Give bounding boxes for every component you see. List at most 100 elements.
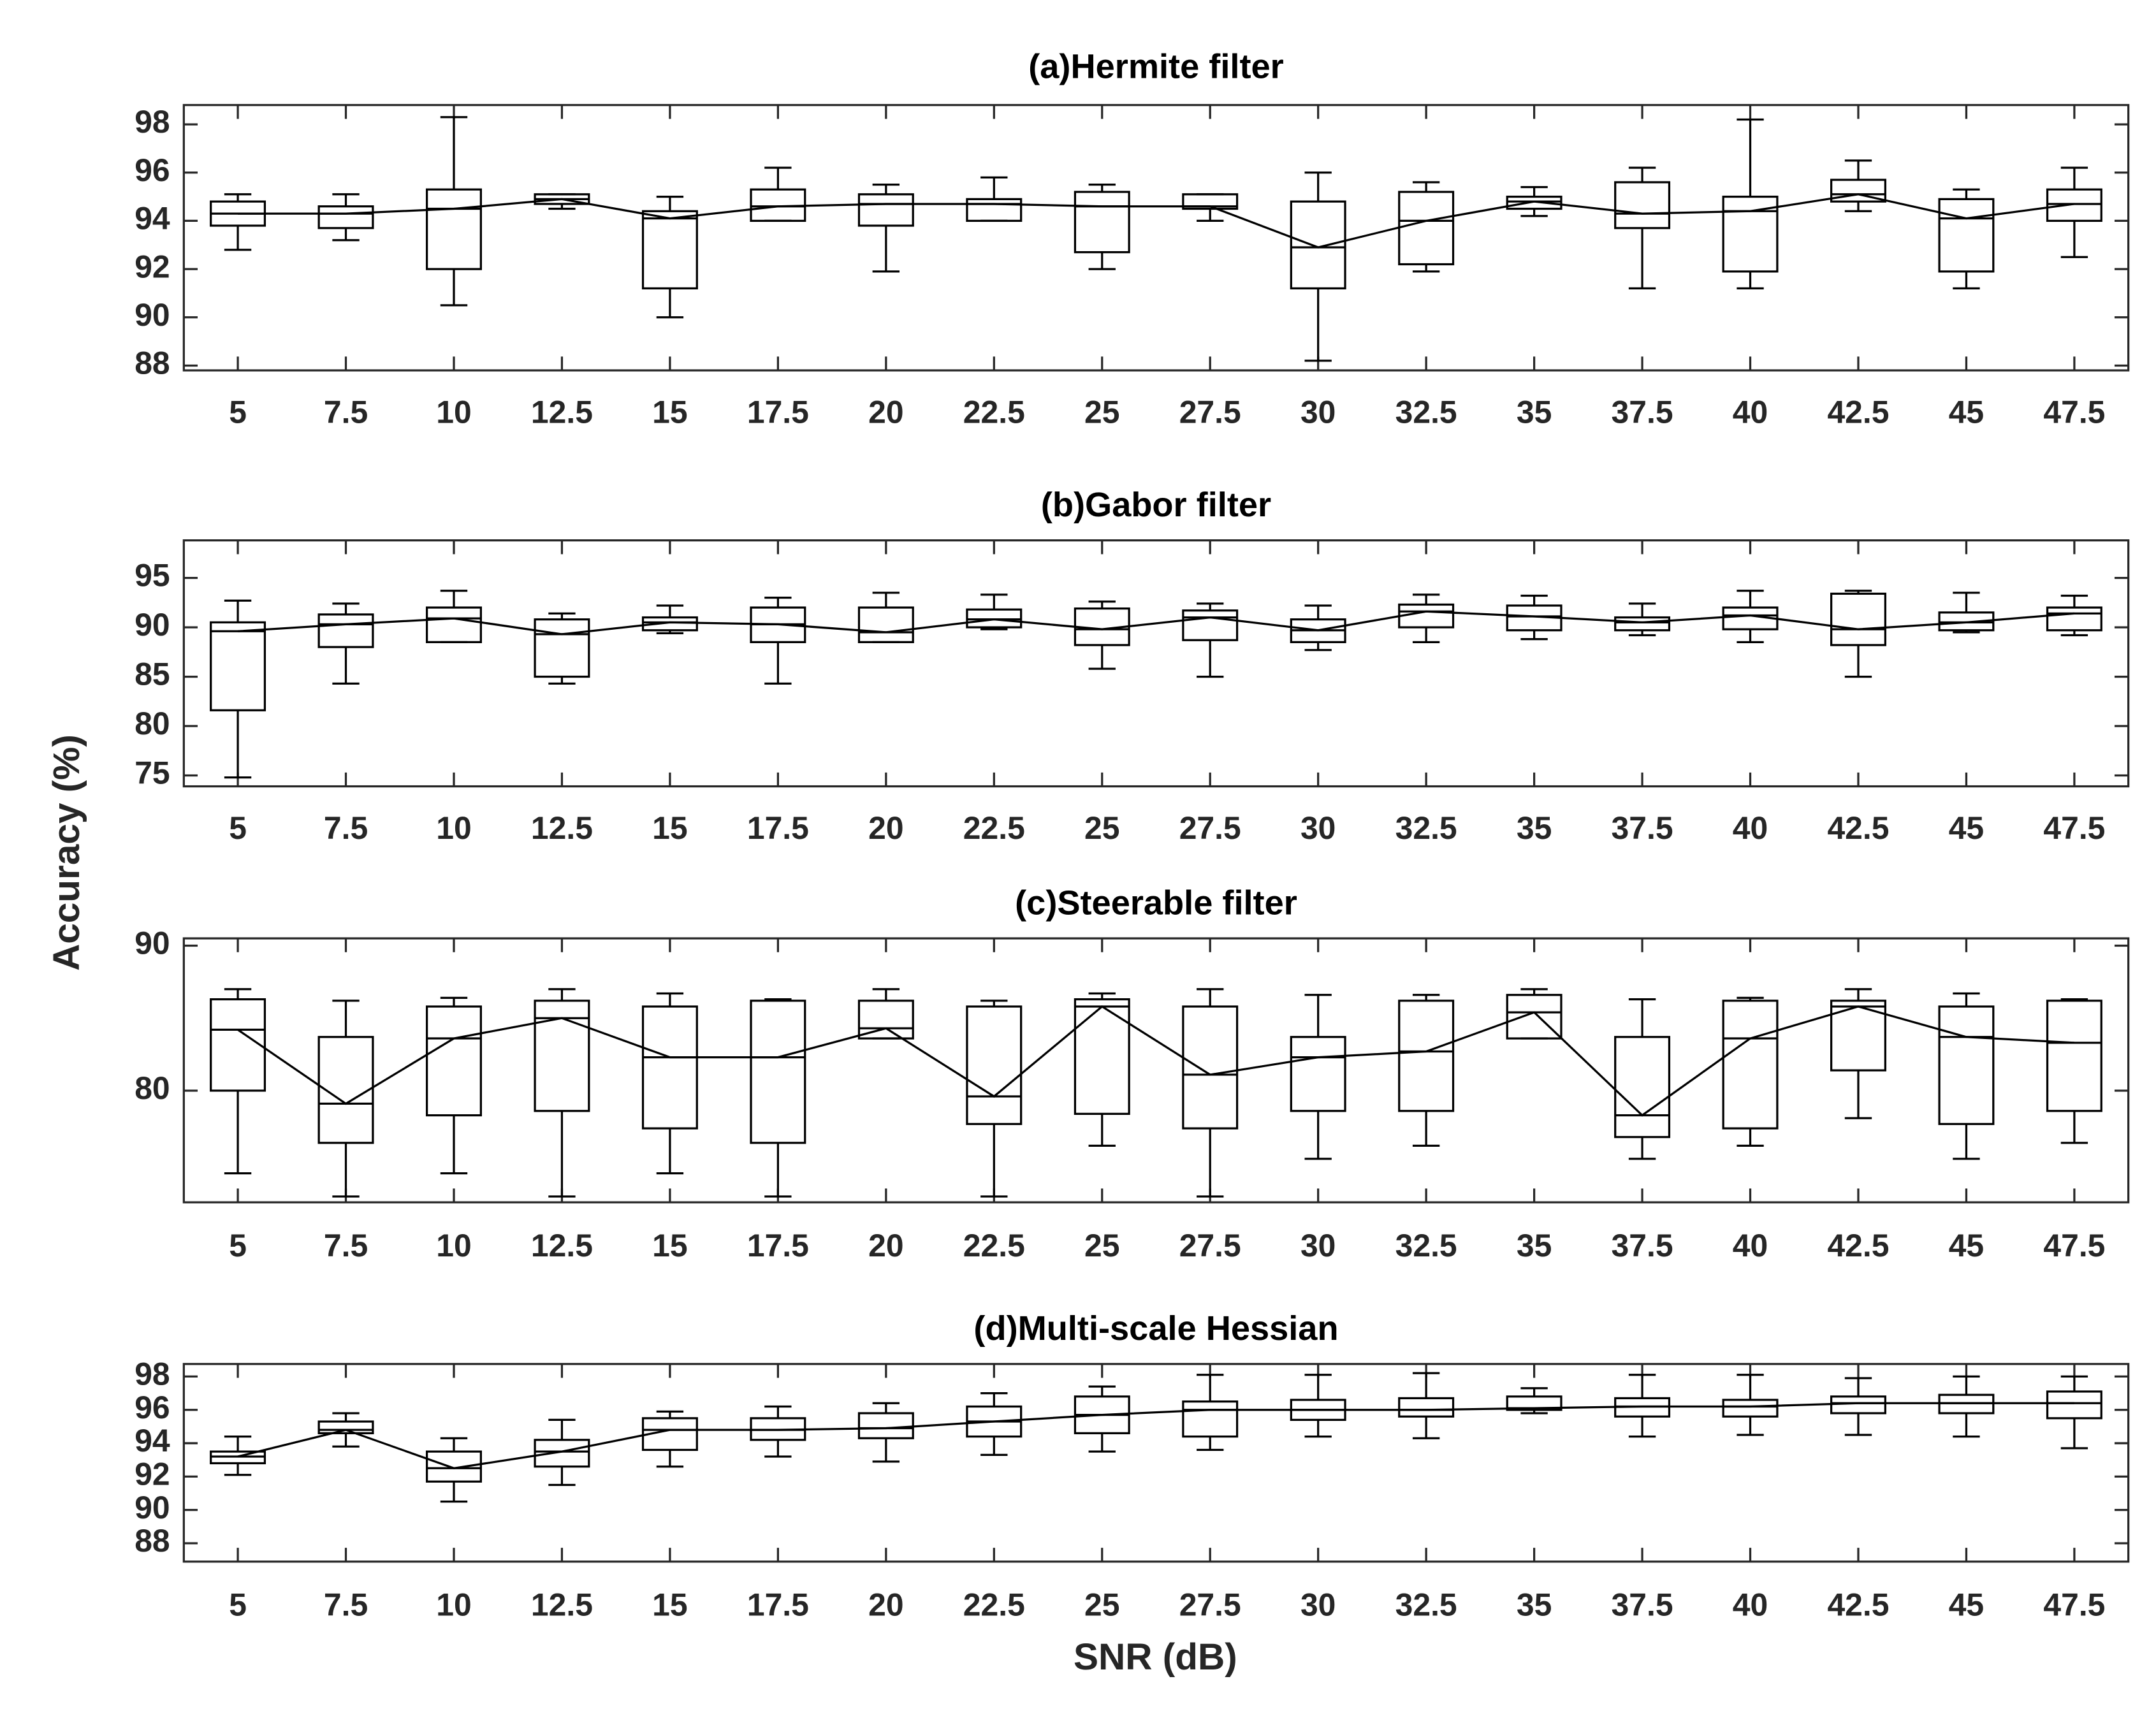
x-tick-label: 10 [436, 1228, 471, 1263]
x-axis-label: SNR (dB) [1074, 1636, 1237, 1678]
x-tick-label: 5 [229, 1228, 247, 1263]
box [1398, 1000, 1455, 1112]
x-tick-label: 37.5 [1612, 1228, 1673, 1263]
x-tick-label: 35 [1517, 810, 1552, 846]
x-tick-label: 32.5 [1395, 1228, 1457, 1263]
box [1506, 994, 1562, 1040]
x-tick-label: 40 [1733, 1587, 1768, 1623]
box [210, 998, 266, 1092]
x-tick-label: 30 [1300, 810, 1336, 846]
box [1830, 592, 1886, 646]
x-tick-label: 17.5 [747, 1228, 809, 1263]
box [1614, 616, 1671, 632]
x-tick-label: 5 [229, 810, 247, 846]
x-tick-label: 10 [436, 810, 471, 846]
x-tick-label: 45 [1949, 1587, 1984, 1623]
x-tick-label: 7.5 [324, 395, 368, 430]
x-tick-label: 22.5 [963, 1228, 1025, 1263]
x-tick-label: 47.5 [2043, 810, 2105, 846]
box [966, 1005, 1023, 1125]
y-tick-label: 90 [135, 1490, 170, 1525]
x-tick-label: 25 [1084, 1228, 1119, 1263]
x-tick-label: 15 [652, 1587, 687, 1623]
x-tick-label: 35 [1517, 1587, 1552, 1623]
y-tick-label: 95 [135, 558, 170, 593]
x-tick-label: 37.5 [1612, 1587, 1673, 1623]
x-tick-label: 25 [1084, 810, 1119, 846]
chart-title: (a)Hermite filter [1028, 48, 1283, 86]
x-tick-label: 15 [652, 810, 687, 846]
x-tick-label: 40 [1733, 810, 1768, 846]
x-tick-label: 22.5 [963, 395, 1025, 430]
y-tick-label: 80 [135, 706, 170, 741]
x-tick-label: 25 [1084, 1587, 1119, 1623]
box [1722, 1399, 1779, 1418]
y-tick-label: 92 [135, 249, 170, 284]
box [317, 1420, 374, 1434]
box [641, 210, 698, 290]
y-tick-label: 90 [135, 607, 170, 643]
x-tick-label: 45 [1949, 395, 1984, 430]
x-tick-label: 37.5 [1612, 810, 1673, 846]
x-tick-label: 47.5 [2043, 1228, 2105, 1263]
x-tick-label: 7.5 [324, 1587, 368, 1623]
x-tick-label: 30 [1300, 1228, 1336, 1263]
x-tick-label: 45 [1949, 1228, 1984, 1263]
box [1074, 998, 1130, 1115]
x-tick-label: 20 [868, 395, 903, 430]
plot-frame [182, 1363, 2130, 1563]
box [1614, 1036, 1671, 1138]
box [750, 1000, 806, 1144]
box [534, 1000, 590, 1112]
x-tick-label: 42.5 [1827, 395, 1889, 430]
x-tick-label: 22.5 [963, 810, 1025, 846]
box [1722, 1000, 1779, 1130]
x-tick-label: 5 [229, 1587, 247, 1623]
x-tick-label: 20 [868, 810, 903, 846]
median-line [238, 193, 2075, 249]
box [2046, 1390, 2102, 1420]
box [1182, 1400, 1239, 1438]
y-tick-label: 98 [135, 104, 170, 140]
plot-frame [182, 539, 2130, 788]
box [857, 606, 914, 643]
box [1938, 1005, 1995, 1125]
x-tick-label: 10 [436, 395, 471, 430]
box [1182, 1005, 1239, 1130]
box [534, 1439, 590, 1468]
box [1830, 1000, 1886, 1072]
y-axis-label: Accuracy (%) [46, 734, 87, 971]
box [641, 1005, 698, 1130]
x-tick-label: 12.5 [531, 810, 593, 846]
y-tick-label: 94 [135, 201, 170, 236]
x-tick-label: 32.5 [1395, 395, 1457, 430]
plot-frame [182, 937, 2130, 1203]
x-tick-label: 15 [652, 395, 687, 430]
x-tick-label: 15 [652, 1228, 687, 1263]
box [425, 1005, 482, 1117]
y-tick-label: 98 [135, 1356, 170, 1392]
x-tick-label: 22.5 [963, 1587, 1025, 1623]
chart-title: (b)Gabor filter [1041, 486, 1271, 524]
x-tick-label: 32.5 [1395, 1587, 1457, 1623]
x-tick-label: 17.5 [747, 810, 809, 846]
y-tick-label: 88 [135, 345, 170, 381]
box [425, 1450, 482, 1483]
box [2046, 606, 2102, 632]
x-tick-label: 12.5 [531, 395, 593, 430]
box [317, 205, 374, 229]
x-tick-label: 47.5 [2043, 395, 2105, 430]
median-line [237, 1005, 2074, 1117]
x-tick-label: 42.5 [1827, 810, 1889, 846]
x-tick-label: 30 [1300, 395, 1336, 430]
box [641, 1417, 698, 1451]
box [1938, 198, 1995, 273]
box [210, 621, 266, 711]
x-tick-label: 27.5 [1179, 395, 1241, 430]
x-tick-label: 7.5 [324, 810, 368, 846]
x-tick-label: 30 [1300, 1587, 1336, 1623]
chart-title: (c)Steerable filter [1015, 883, 1297, 922]
box [1722, 195, 1779, 273]
